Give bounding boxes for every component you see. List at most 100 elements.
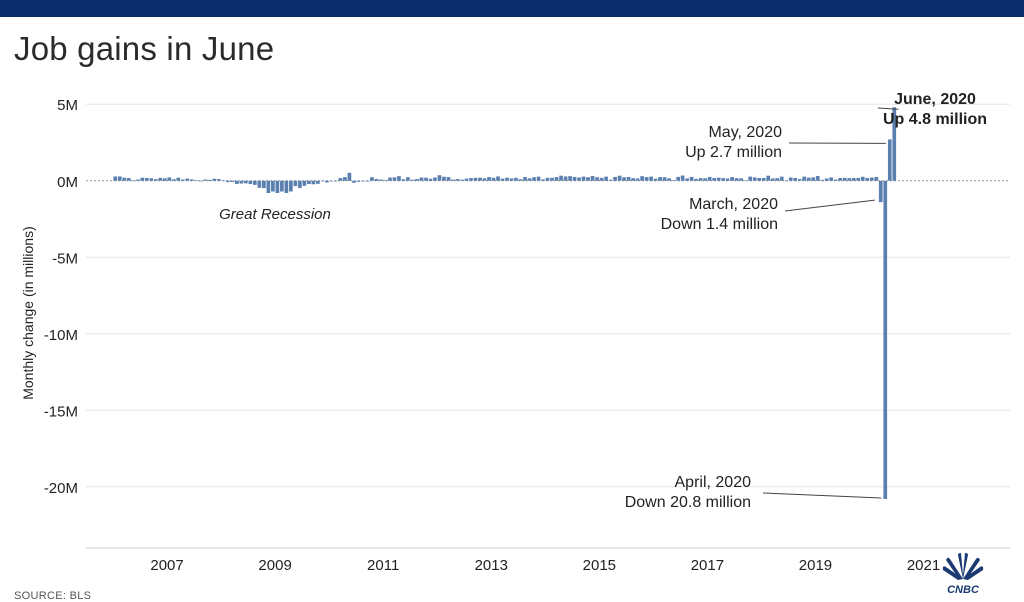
y-axis-label: Monthly change (in millions) [20, 226, 36, 400]
bar [766, 175, 771, 181]
annotation-may-2020-line-2: Up 2.7 million [685, 144, 782, 161]
bar [599, 177, 604, 181]
annotation-april-leader [762, 492, 882, 499]
bar [235, 180, 239, 184]
bar [126, 178, 131, 181]
bar [748, 176, 753, 181]
bar [194, 180, 199, 181]
bar [451, 179, 455, 181]
bar [793, 178, 798, 181]
bar [707, 176, 712, 181]
bar [752, 177, 757, 181]
bar [392, 177, 397, 181]
bar [365, 180, 370, 182]
y-tick-label: 5M [57, 97, 78, 114]
bar [581, 176, 586, 181]
y-tick-label: -10M [44, 327, 78, 344]
annotation-may-2020-line-1: May, 2020 [708, 124, 782, 141]
bar [280, 180, 284, 192]
bar [140, 177, 145, 181]
bar [230, 180, 235, 182]
source-note: SOURCE: BLS [14, 590, 92, 602]
y-tick-label: -5M [52, 250, 78, 267]
bar [171, 179, 176, 181]
bar [649, 176, 653, 181]
bar [397, 176, 401, 181]
bar [590, 176, 595, 181]
bar [838, 178, 843, 181]
bar [851, 178, 856, 181]
bar [482, 178, 487, 181]
bar [455, 179, 460, 181]
bar [536, 176, 541, 181]
bar [207, 179, 212, 181]
bar [685, 178, 689, 181]
bar [325, 180, 329, 183]
x-tick-label: 2009 [258, 557, 291, 574]
bar [216, 179, 221, 181]
bar [820, 179, 825, 181]
bar [464, 178, 469, 181]
bar [761, 178, 766, 181]
bar [824, 178, 829, 181]
bar [226, 180, 230, 183]
bar [203, 179, 208, 181]
bar [883, 180, 888, 500]
bar [635, 178, 640, 181]
bar [117, 176, 122, 181]
x-tick-label: 2011 [367, 557, 399, 574]
x-tick-label: 2015 [583, 557, 616, 574]
bar [135, 179, 140, 181]
bar [293, 180, 298, 187]
bar [113, 176, 118, 181]
bar [734, 178, 739, 181]
bar [644, 177, 649, 181]
bar [541, 179, 545, 181]
bar [212, 178, 217, 181]
bar [559, 175, 563, 181]
bar [532, 177, 536, 181]
bar [608, 179, 613, 181]
bar [352, 180, 356, 183]
bar [248, 180, 253, 184]
bar [694, 178, 698, 181]
bar [856, 178, 861, 181]
bar [374, 178, 379, 181]
x-tick-label: 2021 [907, 557, 940, 574]
bar [545, 177, 550, 181]
bar [500, 178, 505, 181]
bar [509, 178, 514, 181]
bar [284, 180, 289, 193]
bar [153, 179, 158, 181]
annotation-march-2020-line-2: Down 1.4 million [661, 216, 778, 233]
bar [865, 178, 870, 181]
bar [343, 177, 347, 181]
bar [802, 176, 807, 181]
bar [424, 177, 428, 181]
bar [320, 180, 325, 182]
bar [239, 180, 244, 184]
bar [262, 180, 266, 189]
bar [189, 179, 194, 181]
bar [829, 177, 834, 181]
bar [505, 177, 509, 181]
y-tick-label: 0M [57, 174, 78, 191]
bar [887, 139, 892, 181]
bar [442, 176, 446, 181]
bar [518, 179, 523, 181]
y-tick-label: -20M [44, 480, 78, 497]
bar [784, 180, 789, 182]
bar [176, 177, 181, 181]
bar [446, 177, 451, 181]
bar [338, 178, 343, 181]
bar [334, 180, 338, 182]
bar [730, 177, 735, 181]
annotation-june-2020-line-2: Up 4.8 million [883, 111, 987, 128]
bar [185, 178, 190, 181]
bar [833, 179, 838, 181]
bar [595, 177, 599, 181]
bar [473, 177, 478, 181]
bar [271, 180, 275, 192]
bar [563, 176, 568, 181]
annotation-march-leader [784, 199, 875, 212]
